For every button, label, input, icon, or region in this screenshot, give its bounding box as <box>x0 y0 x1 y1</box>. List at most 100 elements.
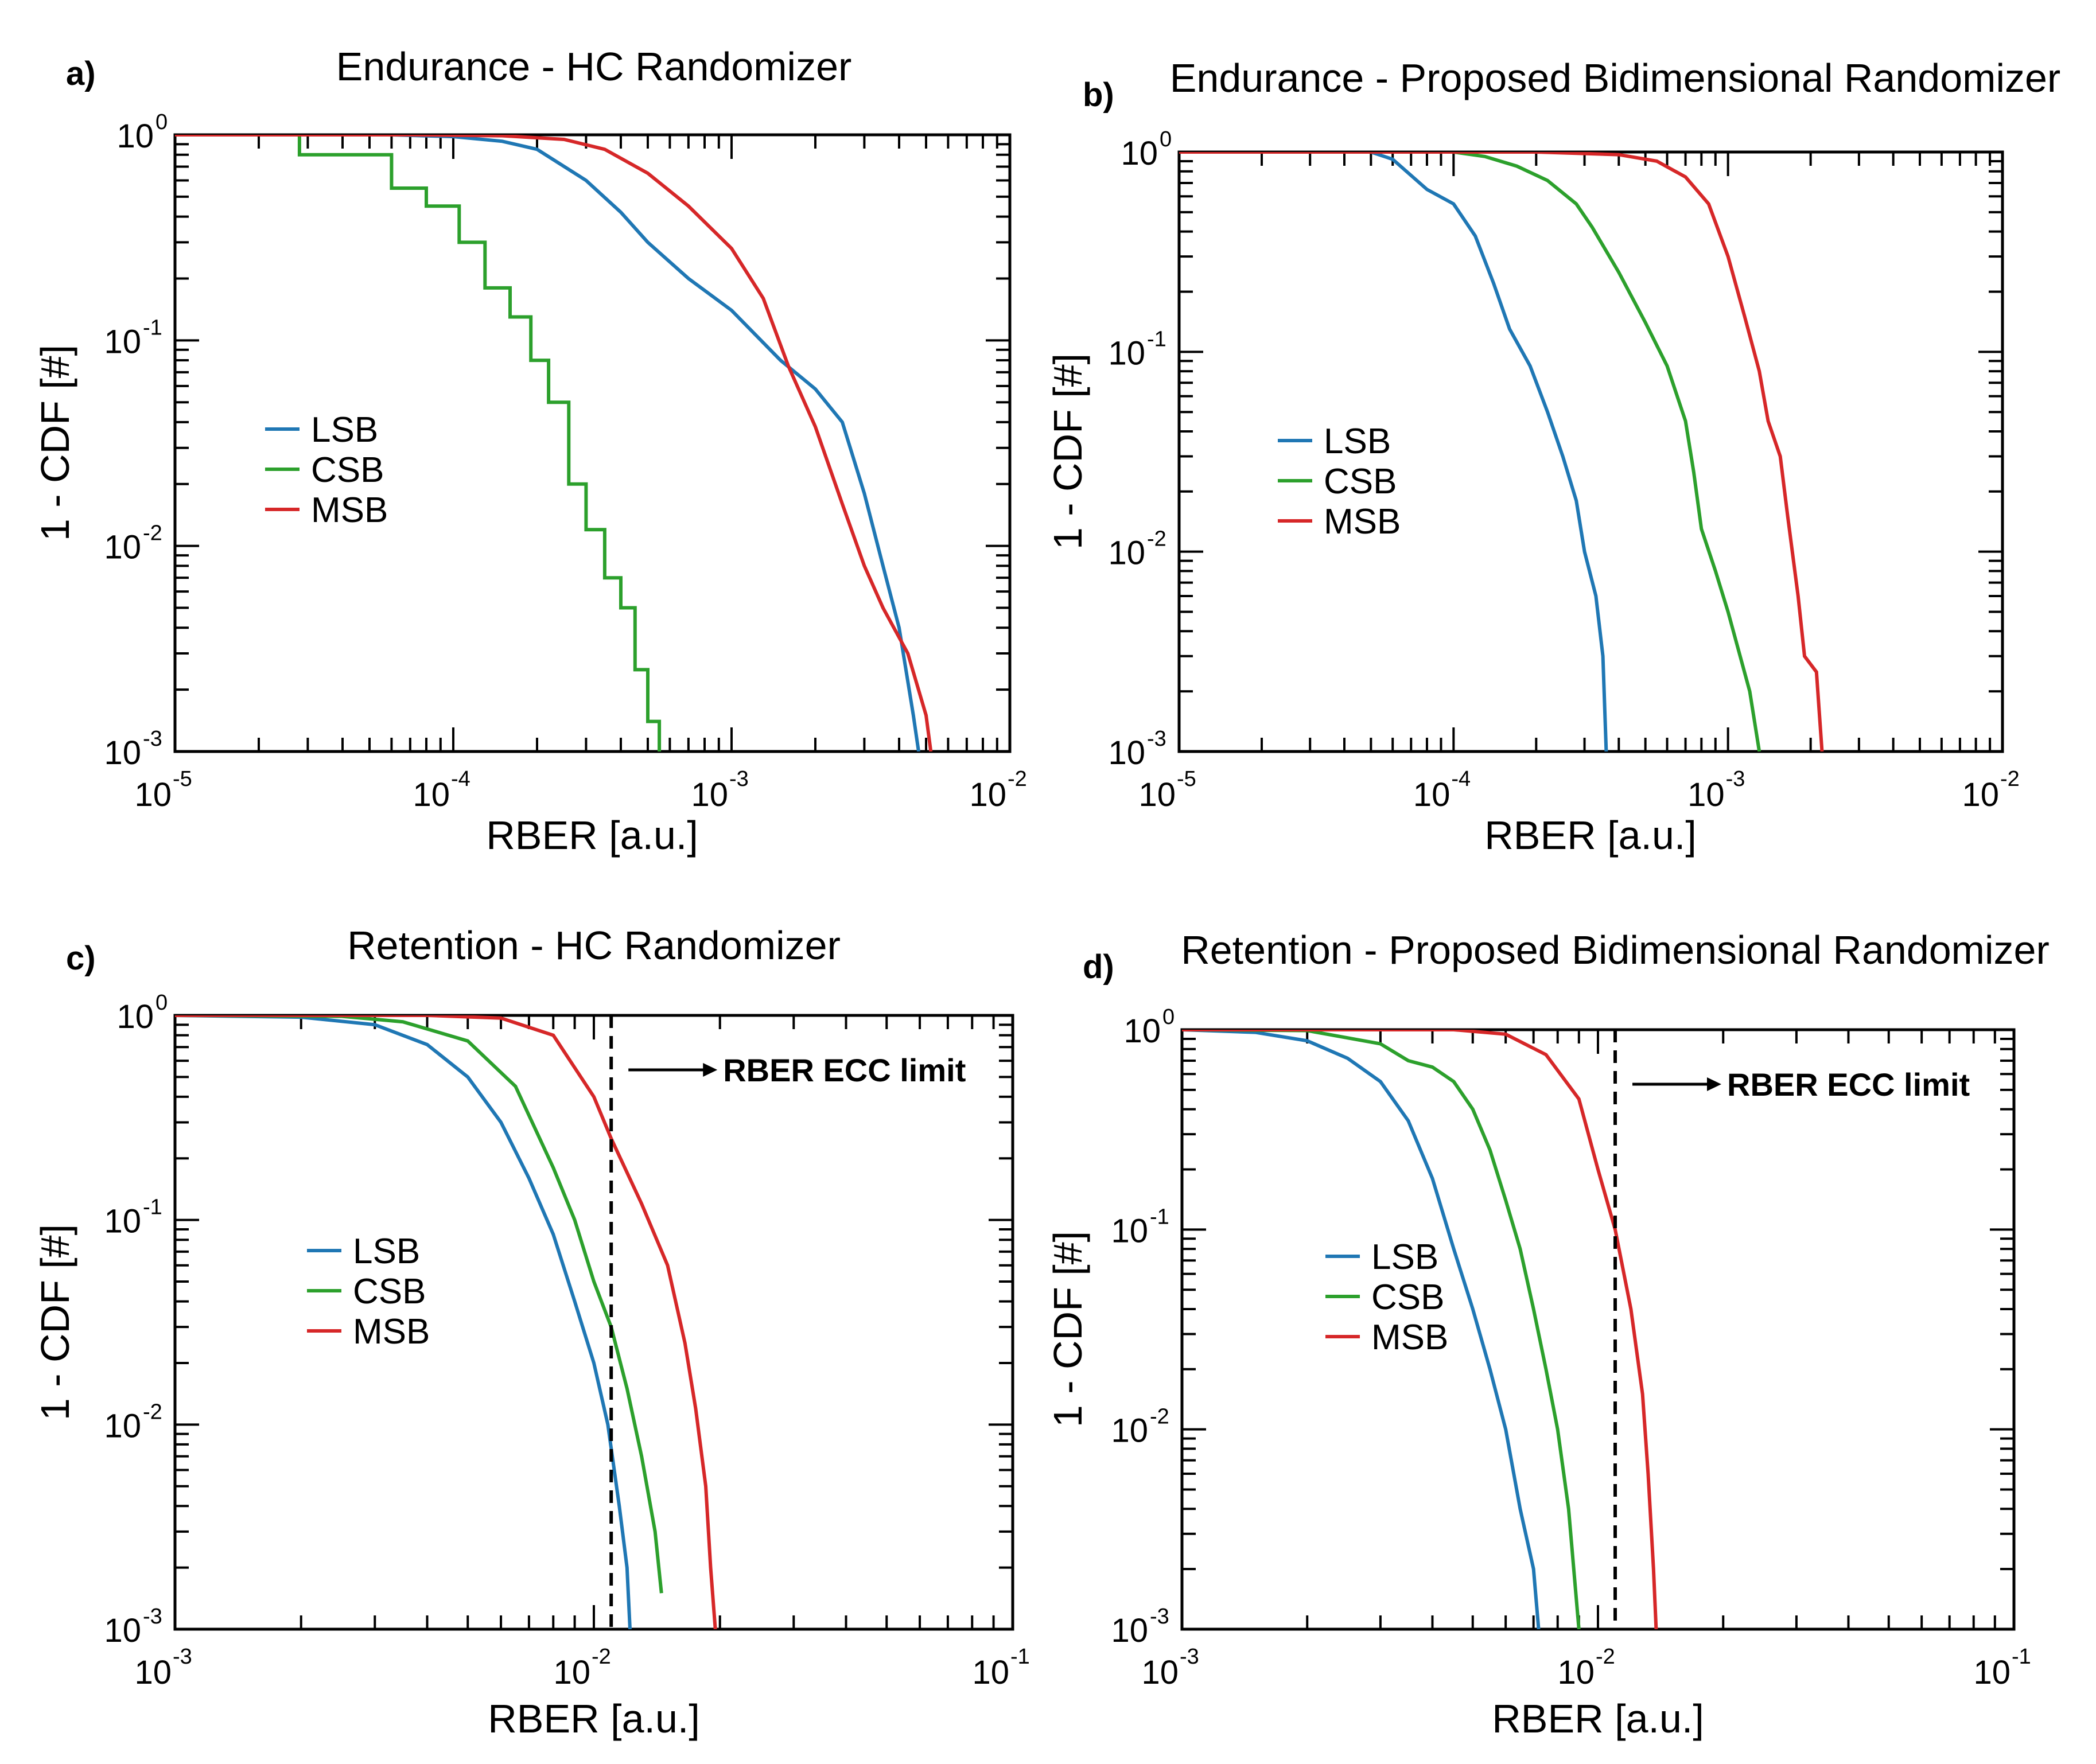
x-tick-base: 10 <box>1962 776 1999 813</box>
x-tick-exp: -1 <box>2012 1645 2031 1669</box>
x-tick-base: 10 <box>1413 776 1451 813</box>
y-tick-exp: 0 <box>1160 127 1172 151</box>
x-tick-exp: -2 <box>2000 767 2020 791</box>
y-tick-exp: -3 <box>143 1605 162 1629</box>
ecc-limit-annotation: RBER ECC limit <box>1613 1030 1970 1629</box>
x-tick-label: 10 -2 <box>1557 1645 1615 1691</box>
series-line-csb <box>175 135 662 751</box>
y-tick-label: 10 0 <box>116 991 168 1035</box>
x-tick-exp: -3 <box>729 767 749 791</box>
y-tick-base: 10 <box>104 1407 141 1444</box>
chart-title: Retention - Proposed Bidimensional Rando… <box>1181 928 2050 972</box>
legend-label-lsb: LSB <box>1371 1237 1438 1277</box>
x-tick-base: 10 <box>134 776 172 813</box>
x-tick-exp: -5 <box>1177 767 1196 791</box>
y-tick-label: 10 -1 <box>1108 327 1166 372</box>
series-line-msb <box>1182 1030 1658 1629</box>
y-axis-label: 1 - CDF [#] <box>33 345 77 541</box>
y-tick-base: 10 <box>104 529 141 566</box>
y-tick-label: 10 -3 <box>104 727 162 772</box>
x-axis-label: RBER [a.u.] <box>486 813 698 858</box>
plot-frame <box>173 1014 1014 1631</box>
legend-label-csb: CSB <box>353 1272 426 1311</box>
legend-label-lsb: LSB <box>1324 422 1391 461</box>
x-tick-base: 10 <box>1138 776 1176 813</box>
y-tick-exp: -3 <box>1147 727 1166 751</box>
y-tick-label: 10 0 <box>1121 127 1172 172</box>
arrow-right-icon <box>1707 1077 1722 1091</box>
plot-frame <box>1177 150 2004 753</box>
y-tick-base: 10 <box>104 734 141 772</box>
x-axis-label: RBER [a.u.] <box>1484 813 1697 858</box>
legend-label-msb: MSB <box>1324 502 1401 542</box>
x-axis-label: RBER [a.u.] <box>488 1696 700 1741</box>
x-tick-exp: -2 <box>1008 767 1027 791</box>
ecc-limit-label: RBER ECC limit <box>723 1052 966 1088</box>
series-line-lsb <box>175 135 920 751</box>
x-tick-label: 10 -4 <box>1413 767 1471 813</box>
y-tick-exp: -1 <box>1150 1205 1169 1229</box>
chart-title: Endurance - Proposed Bidimensional Rando… <box>1170 56 2061 100</box>
x-tick-exp: -3 <box>173 1645 192 1669</box>
legend-label-msb: MSB <box>1371 1318 1448 1357</box>
y-tick-label: 10 -1 <box>1111 1205 1169 1249</box>
x-tick-exp: -3 <box>1726 767 1745 791</box>
x-tick-label: 10 -1 <box>1973 1645 2031 1691</box>
x-tick-label: 10 -3 <box>134 1645 192 1691</box>
y-tick-exp: -3 <box>1150 1605 1169 1629</box>
plot-frame <box>1180 1028 2016 1631</box>
y-tick-exp: -2 <box>143 1400 162 1424</box>
y-tick-base: 10 <box>1111 1412 1148 1450</box>
x-tick-base: 10 <box>553 1654 590 1691</box>
series-line-lsb <box>1182 1030 1541 1629</box>
x-tick-base: 10 <box>1557 1654 1595 1691</box>
y-tick-base: 10 <box>1108 734 1145 772</box>
y-tick-label: 10 0 <box>1123 1005 1175 1050</box>
panel-letter: c) <box>66 940 96 977</box>
x-tick-label: 10 -5 <box>1138 767 1196 813</box>
series-line-msb <box>1179 152 1824 751</box>
y-tick-base: 10 <box>1108 535 1145 572</box>
y-tick-base: 10 <box>1108 334 1145 372</box>
y-tick-label: 10 -2 <box>104 1400 162 1444</box>
y-tick-label: 10 -1 <box>104 1196 162 1240</box>
x-tick-exp: -5 <box>173 767 192 791</box>
x-tick-label: 10 -3 <box>1141 1645 1199 1691</box>
y-tick-label: 10 -2 <box>1111 1405 1169 1450</box>
y-tick-exp: 0 <box>155 110 168 134</box>
x-tick-exp: -2 <box>592 1645 611 1669</box>
series-line-lsb <box>175 1015 632 1629</box>
y-tick-base: 10 <box>1111 1212 1148 1249</box>
legend-label-csb: CSB <box>1371 1278 1444 1317</box>
chart-panel-2: b) Endurance - Proposed Bidimensional Ran… <box>1045 56 2060 858</box>
y-tick-exp: 0 <box>155 991 168 1015</box>
x-tick-base: 10 <box>134 1654 172 1691</box>
series-line-csb <box>1179 152 1761 751</box>
y-tick-base: 10 <box>104 323 141 360</box>
y-tick-base: 10 <box>1121 135 1158 172</box>
x-tick-base: 10 <box>972 1654 1009 1691</box>
x-tick-exp: -1 <box>1010 1645 1030 1669</box>
y-tick-base: 10 <box>1123 1013 1161 1050</box>
legend-label-msb: MSB <box>311 490 388 530</box>
x-tick-exp: -3 <box>1180 1645 1199 1669</box>
y-axis-label: 1 - CDF [#] <box>1045 1231 1090 1427</box>
x-tick-label: 10 -1 <box>972 1645 1029 1691</box>
chart-panel-4: d) Retention - Proposed Bidimensional Ran… <box>1045 928 2050 1741</box>
y-tick-label: 10 -2 <box>1108 527 1166 572</box>
legend-label-lsb: LSB <box>311 410 378 450</box>
series-line-csb <box>175 1015 663 1594</box>
series-line-msb <box>175 1015 717 1629</box>
y-tick-exp: -2 <box>143 521 162 546</box>
x-tick-label: 10 -2 <box>553 1645 610 1691</box>
y-tick-exp: -1 <box>143 316 162 340</box>
y-tick-exp: -3 <box>143 727 162 751</box>
y-tick-exp: -2 <box>1147 527 1166 551</box>
chart-title: Retention - HC Randomizer <box>347 923 841 968</box>
